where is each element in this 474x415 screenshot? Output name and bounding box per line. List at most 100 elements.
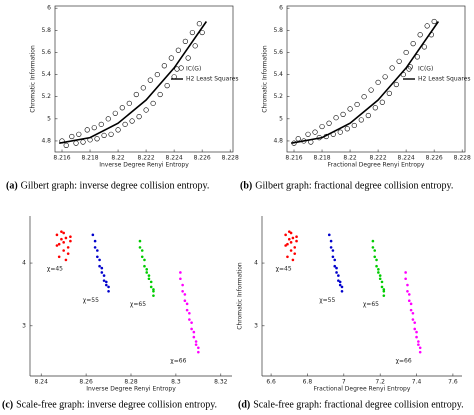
x-tick-label: 8.218 (81, 155, 98, 162)
point (289, 241, 293, 244)
point (344, 126, 350, 132)
point (98, 264, 101, 268)
point (147, 77, 153, 83)
point (108, 131, 114, 137)
point (286, 242, 289, 246)
point (157, 91, 163, 98)
point (347, 106, 353, 112)
caption-label: (b) (240, 180, 252, 191)
point (404, 271, 407, 274)
point (295, 239, 298, 243)
cluster-label: χ=45 (276, 265, 292, 272)
x-tick-label: 7.2 (375, 379, 385, 386)
point (375, 264, 378, 268)
point (335, 266, 338, 270)
point (411, 311, 415, 315)
x-tick-label: 8.24 (35, 379, 49, 386)
point (404, 277, 407, 281)
point (413, 321, 417, 324)
legend-label: H2 Least Squares (186, 76, 238, 83)
point (192, 330, 196, 334)
point (107, 285, 110, 289)
point (145, 268, 149, 271)
point (287, 230, 291, 233)
point (358, 117, 364, 123)
x-tick-label: 8.216 (285, 155, 302, 162)
x-tick-label: 8.224 (166, 155, 183, 162)
point (284, 233, 287, 237)
point (149, 285, 153, 289)
caption-label: (a) (6, 180, 18, 191)
point (329, 239, 333, 243)
point (190, 321, 193, 324)
point (305, 131, 311, 137)
cluster-label: χ=66 (170, 358, 186, 365)
cluster-label: χ=45 (47, 265, 63, 272)
point (197, 346, 200, 350)
x-axis-label: Fractional Degree Renyi Entropy (328, 162, 425, 169)
point (326, 120, 332, 126)
x-tick-label: 8.224 (398, 155, 415, 162)
point (386, 90, 392, 96)
point (185, 308, 189, 312)
legend-marker (406, 66, 412, 72)
point (382, 294, 386, 297)
point (377, 268, 380, 271)
point (389, 65, 395, 71)
x-tick-label: 8.22 (111, 155, 125, 162)
point (140, 249, 144, 252)
point (64, 236, 68, 240)
point (382, 289, 386, 293)
point (140, 85, 146, 91)
y-tick-label: 5 (47, 115, 51, 122)
point (410, 41, 416, 47)
point (154, 71, 160, 78)
x-axis-label: Fractional Degree Renyi Entropy (314, 386, 411, 393)
point (164, 83, 170, 89)
cluster-label: χ=55 (319, 297, 335, 304)
point (378, 274, 382, 277)
point (181, 283, 184, 287)
point (378, 277, 382, 281)
point (197, 350, 200, 354)
point (333, 258, 337, 262)
point (295, 136, 301, 142)
point (189, 29, 195, 36)
point (380, 285, 384, 289)
point (393, 81, 399, 88)
point (149, 280, 153, 284)
x-tick-label: 6.8 (303, 379, 313, 386)
point (91, 233, 95, 237)
point (133, 91, 139, 98)
point (62, 249, 65, 252)
point (375, 258, 378, 262)
x-tick-label: 8.228 (222, 155, 239, 162)
x-tick-label: 8.26 (79, 379, 93, 386)
point (333, 115, 339, 121)
point (192, 43, 198, 49)
point (403, 49, 409, 56)
plot-frame (54, 5, 234, 153)
point (93, 239, 97, 243)
cluster-label: χ=65 (130, 301, 146, 308)
point (188, 311, 191, 315)
point (417, 32, 423, 38)
y-tick-label: 5.6 (273, 49, 283, 56)
point (55, 233, 59, 237)
point (365, 112, 371, 119)
point (373, 249, 377, 252)
point (409, 302, 413, 306)
point (340, 289, 344, 293)
point (418, 350, 422, 354)
point (368, 87, 374, 93)
point (126, 100, 132, 106)
y-tick-label: 6 (47, 5, 51, 12)
point (329, 246, 333, 249)
cluster-label: χ=66 (396, 358, 412, 365)
point (293, 252, 297, 255)
caption-label: (c) (2, 399, 13, 410)
fit-line (59, 21, 208, 144)
point (377, 271, 380, 274)
legend-label: IC(G) (186, 66, 201, 73)
caption: Gilbert graph: fractional degree collisi… (255, 180, 453, 191)
